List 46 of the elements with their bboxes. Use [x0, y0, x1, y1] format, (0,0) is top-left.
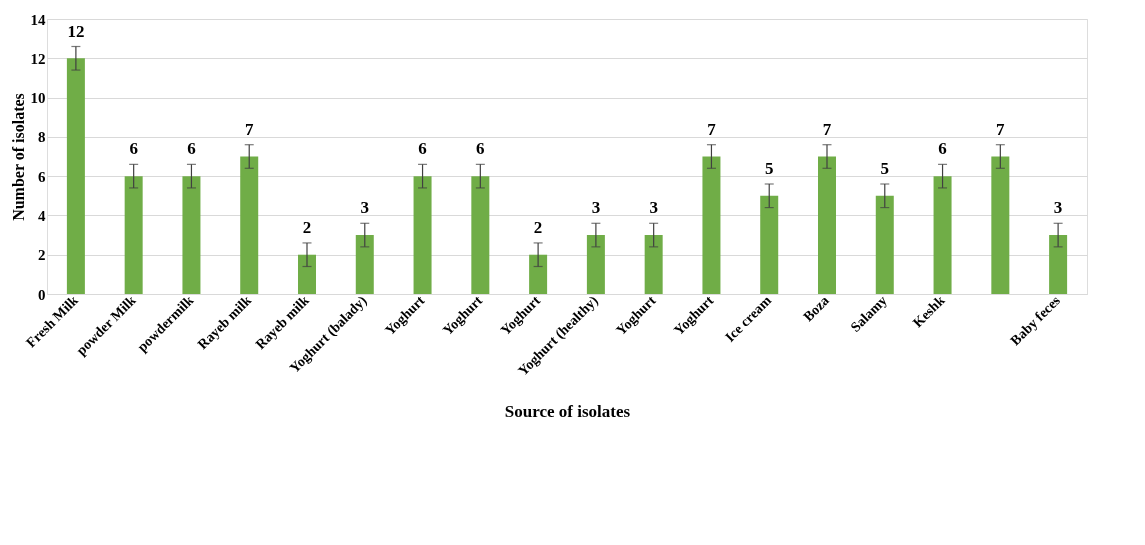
bar: [875, 195, 894, 294]
data-label: 3: [591, 198, 601, 218]
data-label: 7: [707, 119, 717, 139]
bar: [991, 156, 1010, 294]
bar: [298, 254, 316, 294]
y-tick-label: 10: [30, 90, 46, 107]
bar: [240, 156, 259, 294]
data-label: 6: [938, 139, 947, 159]
data-label: 7: [822, 119, 832, 139]
bar: [818, 156, 836, 294]
y-tick-label: 8: [38, 129, 46, 146]
data-label: 12: [67, 21, 85, 41]
y-tick-label: 14: [30, 11, 46, 28]
data-label: 6: [129, 139, 138, 159]
y-axis-title: Number of isolates: [9, 93, 27, 221]
data-label: 5: [880, 159, 890, 178]
data-label: 3: [360, 198, 370, 218]
y-tick-label: 2: [38, 247, 46, 264]
bar: [182, 176, 201, 294]
data-label: 3: [649, 198, 658, 218]
bar: [760, 195, 779, 294]
data-label: 7: [244, 119, 254, 139]
bar: [702, 156, 721, 294]
y-tick-label: 12: [30, 50, 46, 67]
bar: [124, 176, 143, 294]
y-tick-label: 0: [38, 286, 46, 303]
x-axis-title: Source of isolates: [504, 401, 631, 421]
bar: [355, 235, 374, 294]
data-label: 6: [476, 139, 485, 159]
y-tick-label: 6: [38, 168, 46, 185]
bar: [1049, 235, 1068, 294]
data-label: 7: [996, 119, 1006, 139]
bar: [644, 235, 663, 294]
data-label: 2: [533, 217, 543, 237]
data-label: 5: [764, 159, 774, 178]
y-tick-label: 4: [38, 207, 46, 224]
data-label: 2: [302, 217, 312, 237]
bar: [586, 235, 605, 294]
data-label: 6: [418, 139, 427, 159]
bar: [413, 176, 432, 294]
bar: [471, 176, 490, 294]
bar: [66, 58, 85, 294]
data-label: 3: [1053, 198, 1063, 218]
bar: [933, 176, 952, 294]
data-label: 6: [187, 139, 196, 159]
bar: [529, 254, 548, 294]
